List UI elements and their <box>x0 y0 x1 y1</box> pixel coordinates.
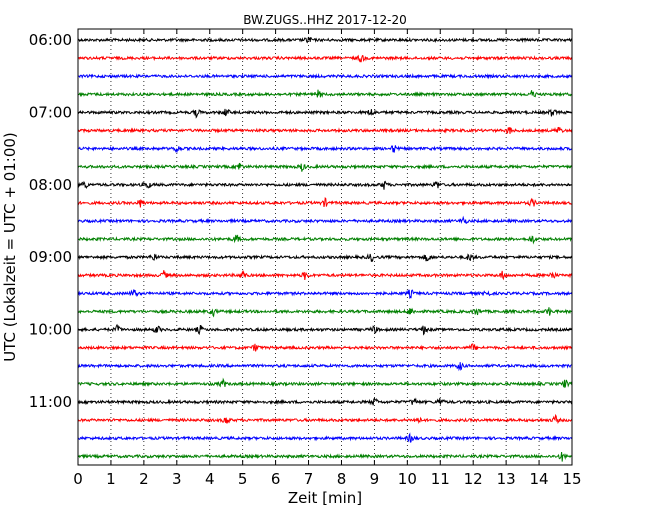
x-tick-label: 4 <box>205 470 215 488</box>
trace-0645 <box>77 89 573 98</box>
x-tick-label: 5 <box>238 470 248 488</box>
trace-0800 <box>77 180 572 190</box>
x-tick-label: 13 <box>497 470 516 488</box>
x-tick-label: 1 <box>106 470 116 488</box>
x-tick-label: 8 <box>337 470 347 488</box>
trace-1100 <box>77 397 573 406</box>
trace-0630 <box>77 73 573 80</box>
x-tick-label: 14 <box>530 470 549 488</box>
trace-0700 <box>77 108 573 119</box>
trace-1045 <box>77 377 573 389</box>
y-axis-label: UTC (Lokalzeit = UTC + 01:00) <box>1 132 19 362</box>
x-axis-label: Zeit [min] <box>288 489 362 507</box>
trace-0900 <box>77 253 573 262</box>
trace-0715 <box>77 126 573 134</box>
grid <box>110 29 540 465</box>
trace-0600 <box>77 36 573 44</box>
x-tick-label: 0 <box>73 470 83 488</box>
trace-0615 <box>77 54 573 63</box>
x-tick-label: 9 <box>370 470 380 488</box>
trace-0845 <box>77 234 572 245</box>
trace-0815 <box>77 196 572 208</box>
trace-1130 <box>77 432 573 443</box>
trace-1145 <box>77 452 572 462</box>
y-tick-label: 09:00 <box>29 248 72 266</box>
x-tick-label: 6 <box>271 470 281 488</box>
traces <box>77 36 573 462</box>
trace-0745 <box>77 162 573 172</box>
y-axis: 06:00 07:00 08:00 09:00 10:00 11:00 <box>29 31 572 411</box>
x-tick-label: 2 <box>139 470 149 488</box>
plot-frame <box>77 28 573 466</box>
y-tick-label: 08:00 <box>29 176 72 194</box>
x-tick-label: 7 <box>304 470 314 488</box>
trace-1015 <box>77 343 573 352</box>
trace-0930 <box>77 289 573 300</box>
y-tick-label: 11:00 <box>29 393 72 411</box>
x-tick-label: 12 <box>464 470 483 488</box>
x-tick-label: 11 <box>431 470 450 488</box>
trace-1030 <box>77 362 572 372</box>
trace-1115 <box>77 413 573 425</box>
trace-0915 <box>77 270 573 281</box>
x-tick-label: 3 <box>172 470 182 488</box>
x-axis: 0 1 2 3 4 5 6 7 8 9 10 11 12 13 14 15 <box>73 29 582 488</box>
trace-1000 <box>77 323 573 336</box>
trace-0830 <box>77 215 573 225</box>
x-tick-label: 15 <box>562 470 581 488</box>
trace-0945 <box>77 307 573 318</box>
y-tick-label: 07:00 <box>29 103 72 121</box>
chart-title: BW.ZUGS..HHZ 2017-12-20 <box>243 13 406 27</box>
x-tick-label: 10 <box>398 470 417 488</box>
trace-0730 <box>77 145 572 154</box>
y-tick-label: 06:00 <box>29 31 72 49</box>
y-tick-label: 10:00 <box>29 321 72 339</box>
